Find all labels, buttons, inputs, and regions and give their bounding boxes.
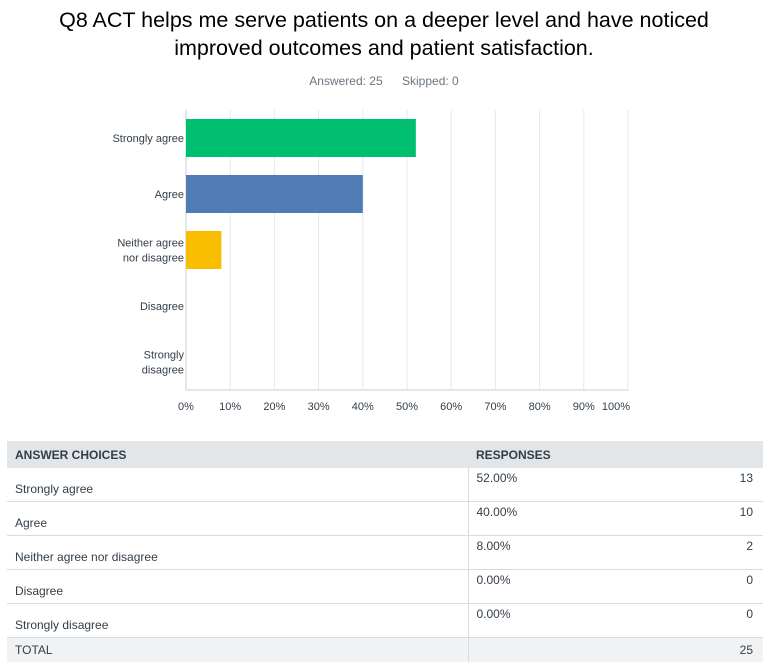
response-count: 13 bbox=[588, 468, 763, 502]
table-row: Neither agree nor disagree 8.00% 2 bbox=[7, 536, 763, 570]
response-count: 0 bbox=[588, 604, 763, 638]
total-spacer bbox=[468, 638, 588, 662]
answer-choice: Neither agree nor disagree bbox=[7, 536, 468, 570]
results-table: ANSWER CHOICES RESPONSES Strongly agree … bbox=[7, 441, 763, 662]
category-label: disagree bbox=[142, 365, 184, 377]
category-label: Disagree bbox=[140, 301, 184, 313]
x-tick-label: 20% bbox=[263, 401, 285, 413]
category-label: Strongly bbox=[144, 350, 185, 362]
x-tick-label: 100% bbox=[602, 401, 630, 413]
chart-bars bbox=[186, 119, 416, 269]
table-header-row: ANSWER CHOICES RESPONSES bbox=[7, 441, 763, 468]
category-label: nor disagree bbox=[123, 253, 184, 265]
table-row: Strongly disagree 0.00% 0 bbox=[7, 604, 763, 638]
category-label: Strongly agree bbox=[112, 133, 184, 145]
bar bbox=[186, 231, 221, 269]
bar bbox=[186, 119, 416, 157]
total-label: TOTAL bbox=[7, 638, 468, 662]
chart-x-tick-labels: 0% 10% 20% 30% 40% 50% 60% 70% 80% 90% 100% bbox=[178, 401, 630, 413]
response-count: 2 bbox=[588, 536, 763, 570]
table-row: Strongly agree 52.00% 13 bbox=[7, 468, 763, 502]
table-row: Disagree 0.00% 0 bbox=[7, 570, 763, 604]
answer-choice: Disagree bbox=[7, 570, 468, 604]
answer-choice: Agree bbox=[7, 502, 468, 536]
answer-choice: Strongly disagree bbox=[7, 604, 468, 638]
response-percent: 40.00% bbox=[468, 502, 588, 536]
category-label: Neither agree bbox=[117, 238, 184, 250]
answer-choice: Strongly agree bbox=[7, 468, 468, 502]
bar bbox=[186, 175, 363, 213]
x-tick-label: 0% bbox=[178, 401, 194, 413]
header-responses: RESPONSES bbox=[468, 441, 588, 468]
category-label: Agree bbox=[155, 189, 184, 201]
response-percent: 8.00% bbox=[468, 536, 588, 570]
response-percent: 52.00% bbox=[468, 468, 588, 502]
x-tick-label: 40% bbox=[352, 401, 374, 413]
response-count: 0 bbox=[588, 570, 763, 604]
header-count bbox=[588, 441, 763, 468]
header-answer-choices: ANSWER CHOICES bbox=[7, 441, 468, 468]
x-tick-label: 50% bbox=[396, 401, 418, 413]
x-tick-label: 10% bbox=[219, 401, 241, 413]
total-count: 25 bbox=[588, 638, 763, 662]
x-tick-label: 30% bbox=[308, 401, 330, 413]
response-count: 10 bbox=[588, 502, 763, 536]
response-percent: 0.00% bbox=[468, 570, 588, 604]
x-tick-label: 90% bbox=[573, 401, 595, 413]
x-tick-label: 70% bbox=[484, 401, 506, 413]
table-row: Agree 40.00% 10 bbox=[7, 502, 763, 536]
x-tick-label: 60% bbox=[440, 401, 462, 413]
x-tick-label: 80% bbox=[529, 401, 551, 413]
table-total-row: TOTAL 25 bbox=[7, 638, 763, 662]
chart-category-labels: Strongly agree Agree Neither agree nor disa… bbox=[112, 133, 184, 377]
response-percent: 0.00% bbox=[468, 604, 588, 638]
bar-chart: Strongly agree Agree Neither agree nor disa… bbox=[0, 0, 768, 430]
